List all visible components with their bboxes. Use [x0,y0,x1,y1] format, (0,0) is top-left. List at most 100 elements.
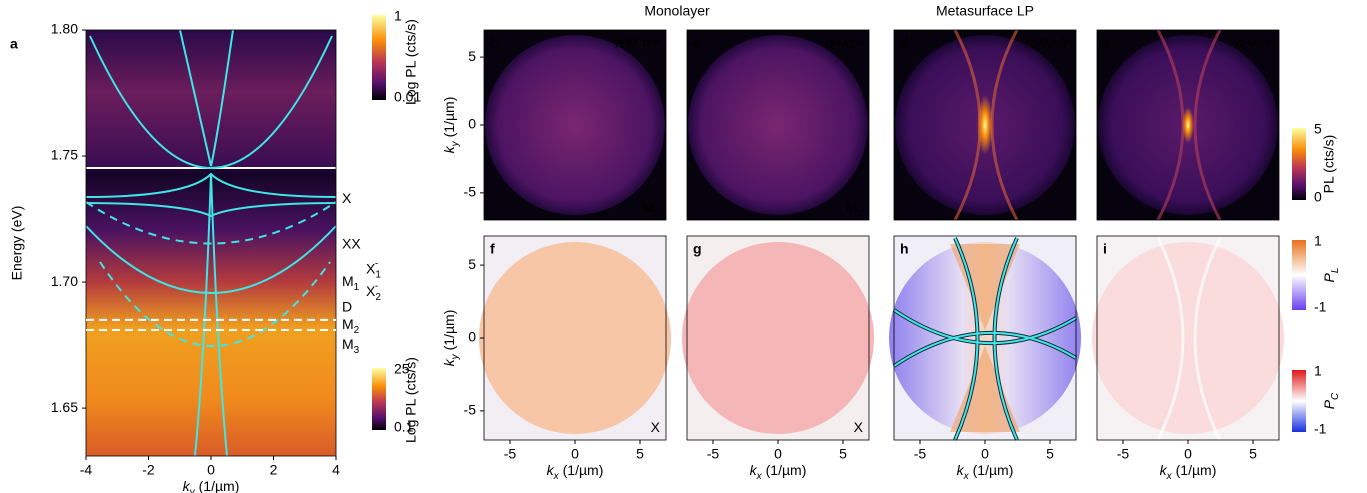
x-axis-label: kx (1/µm) [1160,462,1217,482]
x-tick-label: 2 [270,462,278,478]
y-tick-label: 0 [468,116,476,132]
label-part: y [189,487,196,493]
label-part: D [342,298,352,314]
label-part: k [441,145,457,153]
line-label: M1 [342,273,360,293]
dispersion-curves [85,29,337,457]
label-part: X [342,190,352,206]
colorbar-tick-label: 1 [1314,363,1322,379]
x-tick-label: -5 [1117,446,1130,462]
label-part: M [846,199,858,215]
colorbar-tick-label: 0.1 [394,419,414,435]
label-part: k [750,462,758,478]
y-tick-label: 0 [468,329,476,345]
colorbar-label: PL (cts/s) [1321,135,1337,194]
colorbar-tick-label: 0.01 [394,89,421,105]
colorbar-label: PC [1321,392,1341,409]
x-tick-label: -5 [914,446,927,462]
label-part: (1/µm) [766,462,807,478]
x-tick-label: 0 [207,462,215,478]
x-axis-label: kx (1/µm) [547,462,604,482]
plot-frame [686,29,870,221]
label-part: 3 [354,345,360,356]
label-part: P [1321,272,1337,282]
label-part: X [854,419,864,435]
line-label: X1- [366,259,381,281]
label-part: 2 [654,208,660,219]
label-part: (1/µm) [973,462,1014,478]
label-part: y [450,140,461,147]
x-tick-label: 0 [1184,446,1192,462]
label-part: - [375,259,378,270]
line-label: D [342,298,352,314]
label-part: k [441,358,457,366]
x-tick-label: 5 [1249,446,1257,462]
x-tick-label: -5 [707,446,720,462]
colorbar-tick-label: 1 [394,8,402,24]
header: Metasurface LP [936,3,1034,19]
state-label: X [854,419,864,435]
y-tick-label: 1.70 [51,273,78,289]
panel-break [86,168,336,174]
x-axis-label: kx (1/µm) [750,462,807,482]
line-label: XX [342,235,361,251]
label-part: X [366,283,376,299]
label-part: (1/µm) [441,97,457,138]
x-tick-label: 5 [636,446,644,462]
polarization-label: πY/ πY [1025,35,1072,51]
y-tick-label: -5 [464,402,477,418]
plot-frame [893,29,1077,221]
y-axis-label: ky (1/µm) [441,97,461,154]
y-axis-label: Energy (eV) [9,206,25,281]
panel-letter: b [490,35,499,51]
label-part: k [957,462,965,478]
label-part: 1 [354,282,360,293]
heatmap [86,174,336,456]
label-part: X [651,419,661,435]
panel-letter: d [900,35,909,51]
panel-letter: h [900,241,909,257]
plot-frame [1096,29,1280,221]
label-part: (1/µm) [1176,462,1217,478]
label-part: x [1166,471,1173,482]
x-tick-label: -4 [80,462,93,478]
colorbar-tick-label: 5 [1314,121,1322,137]
colorbar-tick-label: -1 [1314,421,1327,437]
y-tick-label: 1.65 [51,399,78,415]
panel-letter: c [693,35,701,51]
header: Monolayer [644,3,710,19]
x-tick-label: 0 [774,446,782,462]
panel-letter: f [490,241,495,257]
panel-letter: i [1103,241,1107,257]
x-tick-label: 5 [839,446,847,462]
x-tick-label: 0 [981,446,989,462]
label-part: 2 [375,292,381,303]
x-tick-label: 0 [571,446,579,462]
polarization-label: πY/ πY [615,35,662,51]
x-axis-label: ky (1/µm) [183,478,240,493]
colorbar-label: PL [1321,268,1341,283]
label-part: L [1330,268,1341,274]
line-label: M3 [342,336,360,356]
state-label: X [651,419,661,435]
y-tick-label: 5 [468,48,476,64]
colorbar-label: Log PL (cts/s) [403,19,419,105]
polarization-label: σ+/σ+ [826,35,863,51]
y-tick-label: 5 [468,256,476,272]
panel-letter: g [693,241,702,257]
state-label: M2 [846,199,864,219]
label-part: 1 [375,270,381,281]
label-part: k [183,478,191,493]
label-part: - [375,281,378,292]
label-part: M [342,336,354,352]
label-part: x [756,471,763,482]
label-part: 2 [354,325,360,336]
line-label: M2 [342,316,360,336]
label-part: C [1330,392,1341,400]
label-part: k [1160,462,1168,478]
y-tick-label: 1.75 [51,147,78,163]
y-axis-label: ky (1/µm) [441,310,461,367]
x-tick-label: -2 [142,462,155,478]
polarization-label: σ+/σ+ [1236,35,1273,51]
